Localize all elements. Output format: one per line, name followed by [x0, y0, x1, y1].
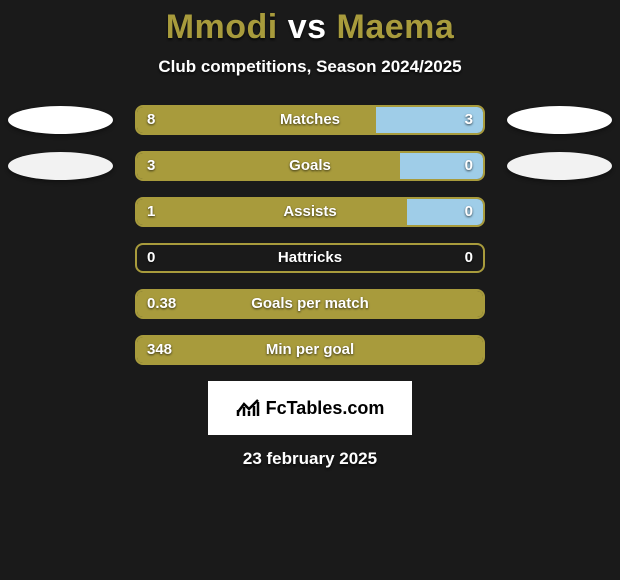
vs-text: vs — [288, 8, 327, 46]
chart-icon — [236, 398, 260, 418]
infographic-container: Mmodi vs Maema Club competitions, Season… — [0, 0, 620, 469]
stat-label: Min per goal — [135, 335, 485, 365]
player-1-name: Mmodi — [166, 8, 278, 46]
stats-chart: 83Matches 30Goals 10Assists 00Hattricks 0.38… — [0, 105, 620, 365]
date-label: 23 february 2025 — [0, 449, 620, 469]
stat-row: 0.38Goals per match — [0, 289, 620, 319]
logo-box: FcTables.com — [208, 381, 412, 435]
stat-label: Hattricks — [135, 243, 485, 273]
page-title: Mmodi vs Maema — [0, 8, 620, 47]
stat-label: Matches — [135, 105, 485, 135]
player-2-badge — [507, 106, 612, 134]
player-1-badge — [8, 106, 113, 134]
player-2-badge — [507, 152, 612, 180]
subtitle: Club competitions, Season 2024/2025 — [0, 57, 620, 77]
stat-label: Goals per match — [135, 289, 485, 319]
stat-row: 348Min per goal — [0, 335, 620, 365]
player-2-name: Maema — [337, 8, 455, 46]
stat-row: 10Assists — [0, 197, 620, 227]
stat-row: 30Goals — [0, 151, 620, 181]
stat-row: 00Hattricks — [0, 243, 620, 273]
player-1-badge — [8, 152, 113, 180]
stat-row: 83Matches — [0, 105, 620, 135]
logo-text: FcTables.com — [266, 398, 385, 419]
stat-label: Assists — [135, 197, 485, 227]
stat-label: Goals — [135, 151, 485, 181]
